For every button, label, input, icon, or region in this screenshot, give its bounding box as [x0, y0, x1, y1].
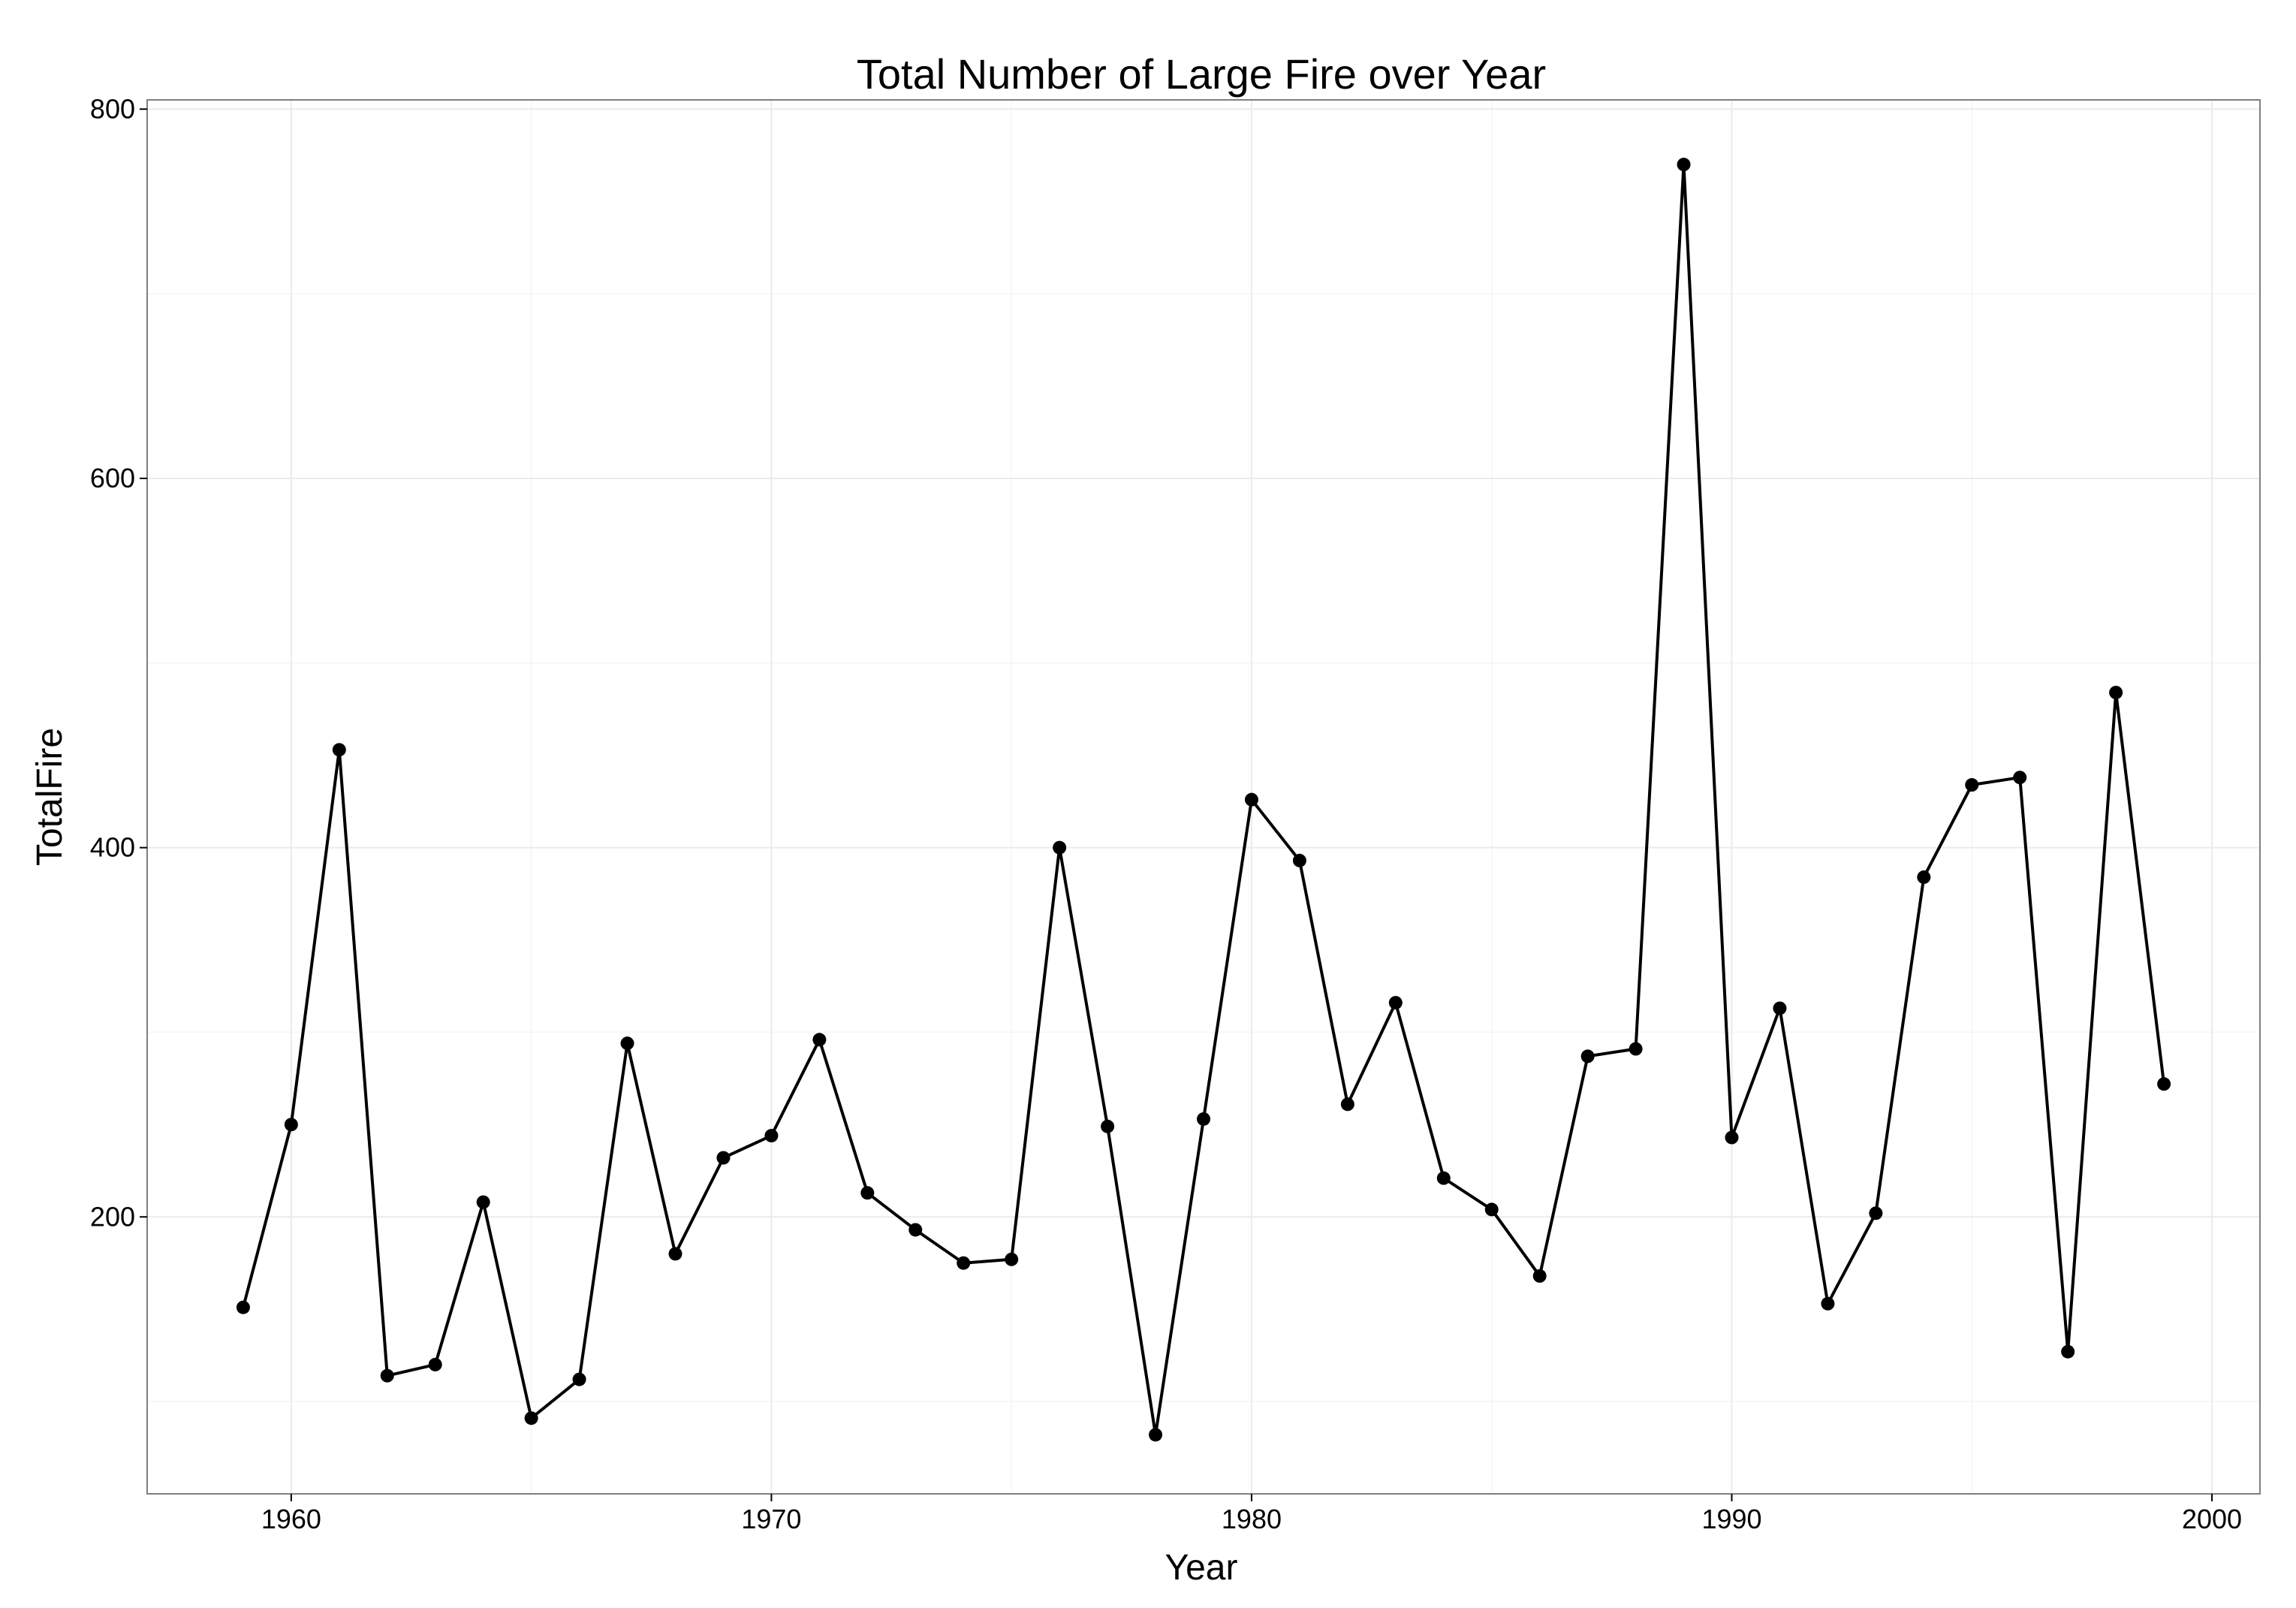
data-point: [620, 1036, 634, 1051]
data-point: [1965, 778, 1979, 792]
grid: [147, 100, 2260, 1494]
data-point: [428, 1357, 442, 1371]
data-points: [236, 158, 2171, 1442]
data-point: [1484, 1202, 1499, 1217]
plot-panel: [146, 99, 2261, 1495]
axis-ticks: 1960 1970 1980 1990 2000 200 400 600 800: [90, 93, 2242, 1534]
data-point: [1005, 1252, 1019, 1266]
data-point: [908, 1223, 923, 1237]
data-point: [1917, 870, 1931, 884]
data-point: [1244, 792, 1258, 807]
data-point: [380, 1368, 394, 1383]
x-tick-label: 2000: [2182, 1504, 2242, 1534]
data-point: [1629, 1042, 1643, 1056]
data-point: [236, 1300, 250, 1314]
data-point: [1101, 1119, 1115, 1133]
y-axis-title: TotalFire: [30, 728, 70, 866]
y-tick-label: 600: [90, 463, 135, 493]
data-point: [1053, 840, 1067, 855]
x-tick-label: 1970: [741, 1504, 801, 1534]
data-point: [1773, 1001, 1787, 1015]
data-point: [1436, 1171, 1451, 1185]
y-tick-label: 400: [90, 832, 135, 863]
data-point: [1869, 1206, 1883, 1220]
data-point: [1292, 853, 1306, 867]
data-point: [2109, 686, 2123, 700]
data-point: [1580, 1049, 1595, 1063]
data-point: [716, 1151, 731, 1165]
data-point: [2013, 771, 2027, 785]
data-point: [1149, 1428, 1163, 1442]
data-point: [957, 1256, 971, 1270]
data-point: [524, 1411, 538, 1425]
data-point: [1532, 1269, 1547, 1283]
x-tick-label: 1980: [1222, 1504, 1282, 1534]
data-point: [1821, 1296, 1835, 1311]
data-point: [1677, 158, 1691, 172]
data-point: [2061, 1344, 2075, 1359]
y-tick-label: 200: [90, 1201, 135, 1232]
data-point: [1197, 1112, 1210, 1126]
chart-title: Total Number of Large Fire over Year: [857, 50, 1546, 98]
data-point: [668, 1247, 682, 1261]
data-point: [812, 1033, 827, 1047]
data-point: [764, 1129, 779, 1143]
x-tick-label: 1990: [1701, 1504, 1761, 1534]
data-point: [572, 1372, 586, 1386]
data-point: [1388, 996, 1403, 1010]
data-point: [332, 743, 346, 757]
x-tick-label: 1960: [261, 1504, 321, 1534]
data-point: [2157, 1077, 2171, 1091]
y-tick-label: 800: [90, 93, 135, 124]
data-point: [860, 1186, 875, 1200]
data-point: [1340, 1097, 1354, 1112]
x-axis-title: Year: [1165, 1548, 1238, 1588]
data-point: [1725, 1130, 1739, 1145]
data-point: [476, 1195, 490, 1209]
data-point: [284, 1118, 298, 1132]
